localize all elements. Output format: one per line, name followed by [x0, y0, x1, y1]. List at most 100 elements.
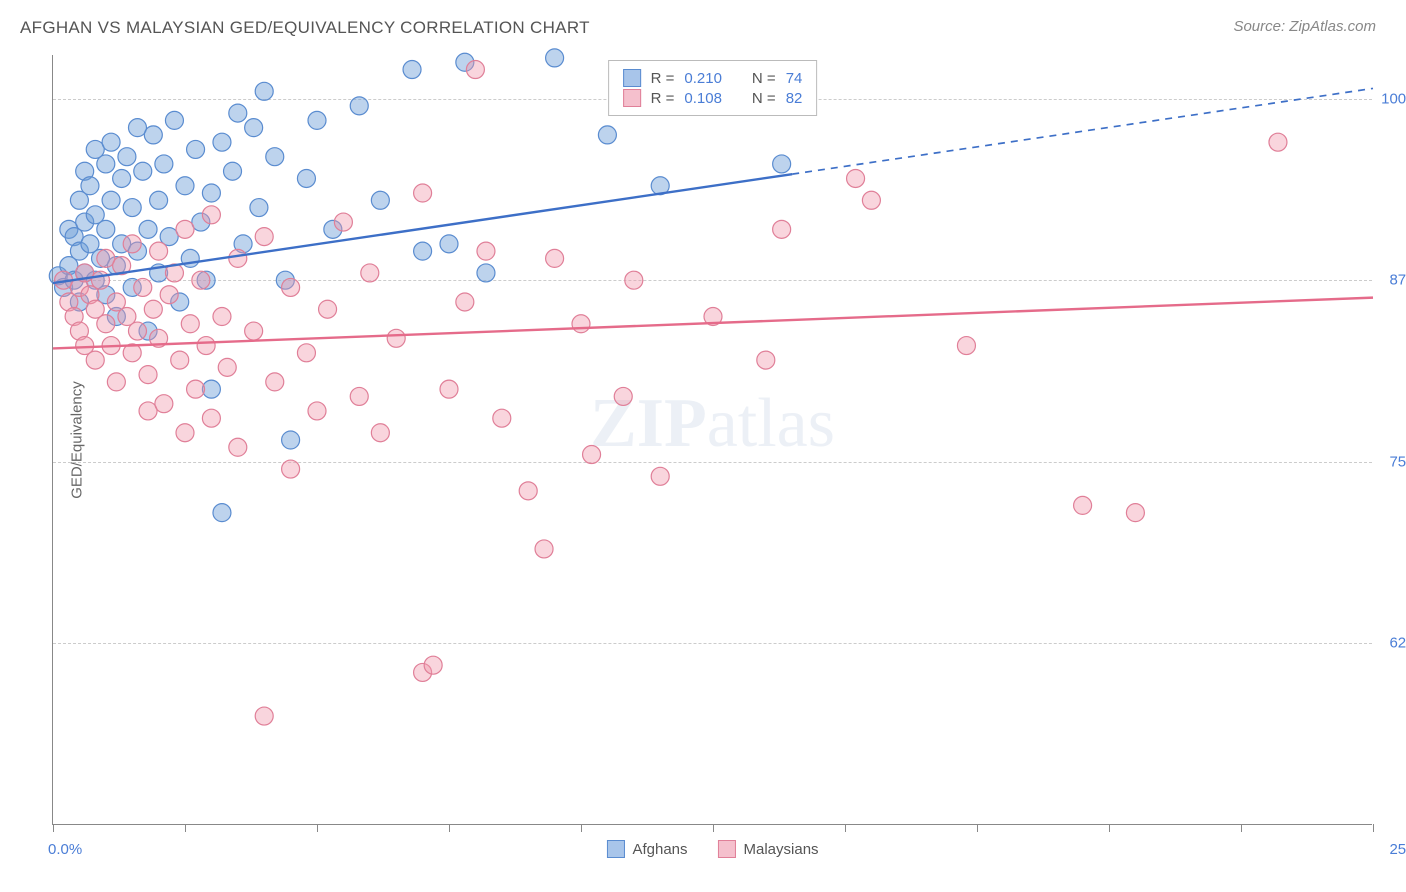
data-point	[282, 431, 300, 449]
data-point	[123, 199, 141, 217]
x-tick	[185, 824, 186, 832]
legend-row: R =0.210N =74	[623, 69, 803, 87]
data-point	[361, 264, 379, 282]
data-point	[319, 300, 337, 318]
data-point	[197, 337, 215, 355]
data-point	[150, 191, 168, 209]
data-point	[519, 482, 537, 500]
data-point	[255, 82, 273, 100]
data-point	[128, 322, 146, 340]
data-point	[414, 242, 432, 260]
correlation-legend: R =0.210N =74R =0.108N =82	[608, 60, 818, 116]
data-point	[181, 315, 199, 333]
data-point	[118, 148, 136, 166]
data-point	[81, 177, 99, 195]
data-point	[282, 278, 300, 296]
data-point	[350, 387, 368, 405]
x-tick	[53, 824, 54, 832]
data-point	[250, 199, 268, 217]
y-tick-label: 75.0%	[1377, 453, 1406, 470]
x-axis-min-label: 0.0%	[48, 841, 82, 858]
source-attribution: Source: ZipAtlas.com	[1233, 18, 1376, 35]
chart-title: AFGHAN VS MALAYSIAN GED/EQUIVALENCY CORR…	[20, 18, 590, 38]
data-point	[213, 504, 231, 522]
data-point	[165, 111, 183, 129]
legend-row: R =0.108N =82	[623, 89, 803, 107]
data-point	[546, 249, 564, 267]
data-point	[282, 460, 300, 478]
data-point	[308, 111, 326, 129]
data-point	[371, 424, 389, 442]
data-point	[97, 220, 115, 238]
data-point	[598, 126, 616, 144]
data-point	[229, 104, 247, 122]
data-point	[229, 249, 247, 267]
data-point	[308, 402, 326, 420]
legend-r-value: 0.108	[684, 90, 722, 107]
data-point	[97, 155, 115, 173]
legend-r-label: R =	[651, 90, 675, 107]
legend-n-label: N =	[752, 70, 776, 87]
y-tick-label: 62.5%	[1377, 635, 1406, 652]
x-tick	[713, 824, 714, 832]
x-tick	[1373, 824, 1374, 832]
legend-series-name: Afghans	[632, 841, 687, 858]
x-tick	[1109, 824, 1110, 832]
x-axis-max-label: 25.0%	[1389, 841, 1406, 858]
legend-swatch	[606, 840, 624, 858]
data-point	[1269, 133, 1287, 151]
y-tick-label: 100.0%	[1377, 90, 1406, 107]
data-point	[139, 366, 157, 384]
data-point	[466, 61, 484, 79]
data-point	[651, 467, 669, 485]
data-point	[456, 293, 474, 311]
data-point	[202, 206, 220, 224]
data-point	[546, 49, 564, 67]
data-point	[266, 373, 284, 391]
data-point	[102, 191, 120, 209]
data-point	[773, 220, 791, 238]
legend-swatch	[623, 69, 641, 87]
data-point	[176, 220, 194, 238]
data-point	[176, 424, 194, 442]
data-point	[350, 97, 368, 115]
data-point	[171, 351, 189, 369]
data-point	[847, 169, 865, 187]
data-point	[957, 337, 975, 355]
data-point	[229, 438, 247, 456]
data-point	[123, 235, 141, 253]
data-point	[773, 155, 791, 173]
scatter-plot	[53, 55, 1372, 824]
data-point	[297, 169, 315, 187]
legend-item: Afghans	[606, 840, 687, 858]
data-point	[213, 133, 231, 151]
data-point	[155, 395, 173, 413]
data-point	[625, 271, 643, 289]
data-point	[334, 213, 352, 231]
x-tick	[977, 824, 978, 832]
legend-r-value: 0.210	[684, 70, 722, 87]
x-tick	[1241, 824, 1242, 832]
data-point	[134, 162, 152, 180]
legend-series-name: Malaysians	[744, 841, 819, 858]
data-point	[862, 191, 880, 209]
data-point	[255, 228, 273, 246]
data-point	[202, 184, 220, 202]
data-point	[213, 308, 231, 326]
data-point	[414, 184, 432, 202]
data-point	[224, 162, 242, 180]
data-point	[134, 278, 152, 296]
data-point	[1074, 496, 1092, 514]
data-point	[387, 329, 405, 347]
data-point	[160, 286, 178, 304]
data-point	[144, 126, 162, 144]
data-point	[97, 315, 115, 333]
data-point	[535, 540, 553, 558]
y-tick-label: 87.5%	[1377, 272, 1406, 289]
data-point	[144, 300, 162, 318]
data-point	[92, 271, 110, 289]
series-legend: Afghans Malaysians	[606, 840, 818, 858]
legend-swatch	[623, 89, 641, 107]
data-point	[102, 133, 120, 151]
data-point	[176, 177, 194, 195]
